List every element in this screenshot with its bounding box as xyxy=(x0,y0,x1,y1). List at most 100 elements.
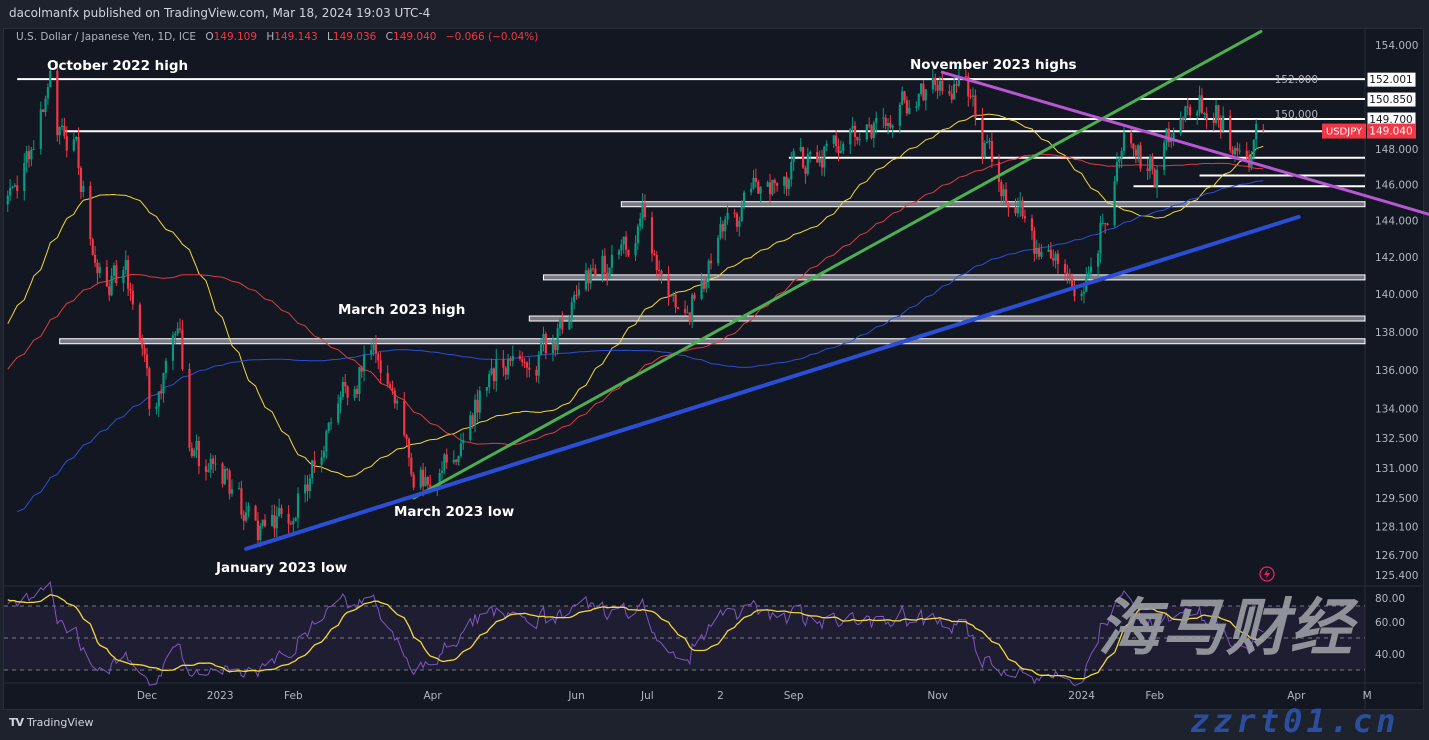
candle xyxy=(1096,250,1100,276)
tradingview-logo[interactable]: TV TradingView xyxy=(9,716,94,729)
candle-body xyxy=(650,217,654,254)
candle-body xyxy=(1052,258,1055,261)
price-tick-label: 136.000 xyxy=(1375,365,1418,377)
candle-body xyxy=(214,463,217,465)
candle xyxy=(990,131,993,168)
candle-body xyxy=(931,77,934,90)
candle-body xyxy=(997,161,1001,183)
candle-body xyxy=(891,125,894,128)
rsi-pane xyxy=(4,580,1365,687)
candle-body xyxy=(275,516,278,529)
candle xyxy=(492,367,496,390)
candle-body xyxy=(261,519,264,526)
candle-body xyxy=(922,83,925,101)
candle xyxy=(176,322,179,337)
candle xyxy=(1252,139,1255,160)
candle xyxy=(742,190,746,209)
candle-body xyxy=(124,260,127,271)
candle xyxy=(311,459,314,484)
candle xyxy=(211,455,215,474)
candle xyxy=(941,72,944,95)
candle xyxy=(75,136,78,142)
candle xyxy=(898,102,901,134)
candle-body xyxy=(882,117,885,119)
candle xyxy=(1132,143,1135,157)
candle xyxy=(424,466,427,487)
candle-body xyxy=(915,106,918,108)
candle-body xyxy=(1014,207,1017,214)
candle xyxy=(924,89,927,111)
candle xyxy=(49,60,52,88)
candle xyxy=(683,300,687,316)
level-price-label: 150.850 xyxy=(1369,94,1412,106)
level-price-label: 152.001 xyxy=(1369,74,1412,86)
candle xyxy=(1106,222,1109,226)
candle xyxy=(702,275,706,292)
candle-body xyxy=(325,431,328,452)
candle-body xyxy=(209,458,212,470)
candle-body xyxy=(1229,115,1232,150)
candle-body xyxy=(1004,189,1008,204)
candle xyxy=(1167,121,1170,148)
candle-body xyxy=(809,152,812,155)
candle xyxy=(917,93,920,111)
candle-body xyxy=(908,107,911,114)
candle xyxy=(537,350,540,384)
candle-body xyxy=(204,466,208,472)
candle-body xyxy=(176,328,179,334)
candle xyxy=(155,402,158,415)
candle-body xyxy=(983,143,986,158)
close-value: 149.040 xyxy=(393,31,437,43)
candle xyxy=(726,204,729,225)
candle xyxy=(313,450,316,473)
candle xyxy=(1255,119,1258,150)
candle-body xyxy=(842,144,845,151)
candle-body xyxy=(792,151,795,162)
symbol-legend: U.S. Dollar / Japanese Yen, 1D, ICE O149… xyxy=(16,31,539,43)
candle xyxy=(141,334,144,357)
candle-body xyxy=(936,84,939,91)
last-price-label: 149.040 xyxy=(1369,126,1412,138)
candle-body xyxy=(655,255,658,271)
candle xyxy=(594,264,597,277)
candle-body xyxy=(886,122,890,126)
candle xyxy=(801,146,805,169)
chart-pane[interactable] xyxy=(3,28,1424,710)
candle xyxy=(193,447,196,458)
candle xyxy=(1155,165,1159,198)
candle xyxy=(790,151,793,187)
candle-body xyxy=(339,397,342,404)
candle xyxy=(124,250,127,275)
candle xyxy=(752,170,755,190)
candle xyxy=(228,468,231,500)
candle xyxy=(835,130,838,153)
price-tick-label: 142.000 xyxy=(1375,252,1418,264)
candle-body xyxy=(627,249,630,256)
candle-body xyxy=(221,463,224,484)
candle xyxy=(506,353,510,380)
candle xyxy=(240,480,243,519)
time-tick-label: 2 xyxy=(717,690,724,702)
candle xyxy=(717,235,720,267)
candle xyxy=(839,140,842,154)
candle-body xyxy=(49,70,52,88)
candle-body xyxy=(164,360,167,373)
candle xyxy=(1007,202,1010,217)
candle xyxy=(337,394,340,425)
candle-body xyxy=(832,135,835,144)
candle-body xyxy=(280,507,283,514)
candle-body xyxy=(353,389,356,398)
candle xyxy=(1229,109,1232,153)
trendline-magenta xyxy=(940,70,1429,216)
candle xyxy=(407,437,411,467)
candle xyxy=(190,442,193,459)
candle-body xyxy=(1170,139,1173,143)
level-price-tag: 149.700 xyxy=(1366,111,1417,128)
candle xyxy=(388,381,392,390)
candle-body xyxy=(1238,150,1241,152)
candle-body xyxy=(306,484,309,492)
candle xyxy=(308,473,311,499)
candle-body xyxy=(429,484,432,487)
candle-body xyxy=(131,290,134,305)
